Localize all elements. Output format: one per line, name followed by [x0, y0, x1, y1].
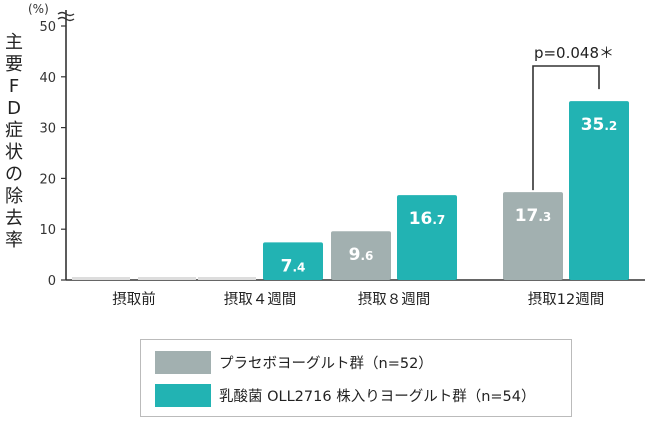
legend-label-placebo: プラセボヨーグルト群（n=52）	[219, 355, 433, 372]
legend-label-oll2716: 乳酸菌 OLL2716 株入りヨーグルト群（n=54）	[219, 388, 536, 405]
bar-label-2-0: 9.6	[349, 245, 374, 265]
legend: プラセボヨーグルト群（n=52） 乳酸菌 OLL2716 株入りヨーグルト群（n…	[140, 339, 572, 417]
significance-label: p=0.048＊	[534, 44, 614, 62]
x-tick-label-0: 摂取前	[112, 291, 156, 308]
axis-break-mark	[57, 11, 75, 22]
y-tick-label-0: 0	[48, 274, 56, 289]
bar-label-2-1: 16.7	[409, 209, 446, 229]
y-tick-label-1: 10	[39, 223, 56, 238]
bar-chart: 0 10 20 30 40 50 摂取前 7.4 摂取４週間 9.6 16.7 摂取８週間 17.3 35…	[39, 10, 645, 308]
x-tick-label-2: 摂取８週間	[358, 291, 431, 308]
legend-swatch-oll2716	[155, 383, 211, 407]
bar-0-0-baseline	[72, 277, 130, 280]
bar-2-1	[397, 195, 457, 280]
bar-label-3-1: 35.2	[581, 115, 618, 135]
bar-3-0	[503, 192, 563, 280]
y-axis-title: 主要FD症状の除去率	[5, 32, 23, 251]
bar-3-1	[569, 101, 629, 281]
bar-label-3-0: 17.3	[515, 206, 552, 226]
bar-1-0-baseline	[198, 277, 256, 280]
bar-2-0	[331, 231, 391, 280]
bar-label-1-1: 7.4	[281, 256, 306, 276]
x-tick-label-3: 摂取12週間	[528, 291, 604, 308]
y-tick-label-5: 50	[39, 20, 56, 35]
y-tick-label-4: 40	[39, 71, 56, 86]
y-tick-label-2: 20	[39, 172, 56, 187]
legend-item-placebo: プラセボヨーグルト群（n=52）	[155, 350, 433, 374]
x-tick-label-1: 摂取４週間	[224, 291, 297, 308]
legend-swatch-placebo	[155, 350, 211, 374]
y-tick-label-3: 30	[39, 122, 56, 137]
significance-bracket	[532, 65, 600, 191]
bar-0-1-baseline	[138, 277, 196, 280]
legend-item-oll2716: 乳酸菌 OLL2716 株入りヨーグルト群（n=54）	[155, 383, 535, 407]
y-axis-unit: (%)	[28, 2, 49, 16]
bar-1-1	[263, 242, 323, 280]
